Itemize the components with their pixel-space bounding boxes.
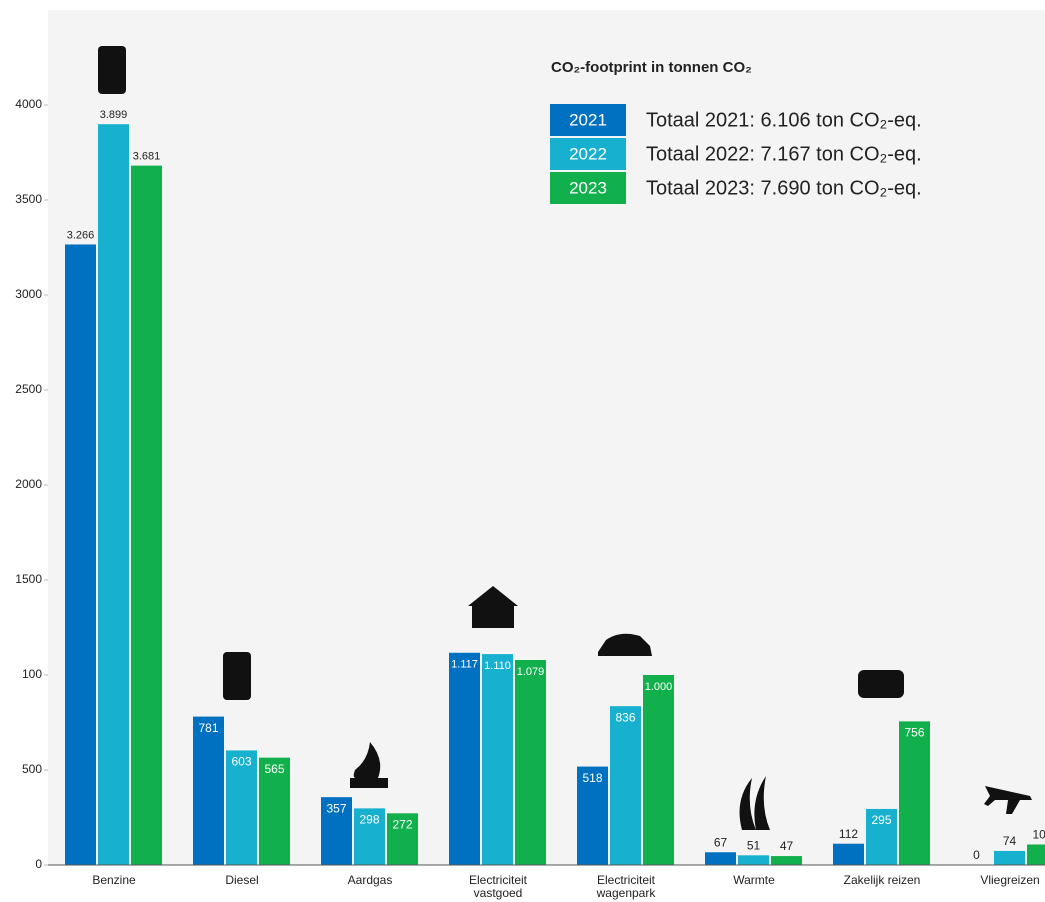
x-tick-label: Aardgas [347, 873, 393, 887]
bar [994, 850, 1025, 865]
x-tick-label: Electriciteit vastgoed [468, 873, 527, 900]
data-label: 108 [1032, 828, 1045, 842]
y-tick-label: 2500 [15, 382, 42, 396]
x-tick-label: Warmte [733, 873, 775, 887]
data-label: 67 [714, 835, 728, 849]
chart-title: CO₂-footprint in tonnen CO₂ [551, 59, 752, 76]
data-label: 756 [904, 726, 924, 740]
bar [98, 124, 129, 865]
x-tick-label: Diesel [225, 873, 259, 887]
data-label: 3.266 [67, 229, 95, 241]
y-tick-label: 4000 [15, 97, 42, 111]
legend-label: 2023 [569, 178, 607, 197]
data-label: 295 [871, 813, 891, 827]
data-label: 518 [582, 771, 602, 785]
bar [833, 843, 864, 865]
y-tick-label: 1500 [15, 572, 42, 586]
icon-house [468, 586, 518, 628]
bar [705, 852, 736, 865]
data-label: 1.117 [451, 659, 478, 671]
bar [321, 797, 352, 865]
y-tick-label: 500 [22, 762, 42, 776]
icons [98, 46, 1032, 830]
x-tick-label: Zakelijk reizen [843, 873, 921, 887]
data-label: 836 [615, 710, 635, 724]
bar [449, 652, 480, 865]
legend-swatch [550, 138, 626, 170]
legend-swatch [550, 172, 626, 204]
bar [899, 721, 930, 865]
data-label: 112 [839, 827, 858, 841]
bar [193, 716, 224, 865]
bar [259, 757, 290, 865]
legend-label: 2021 [569, 110, 607, 129]
legend-total: Totaal 2021: 6.106 ton CO₂-eq. [646, 109, 922, 131]
bar [482, 654, 513, 865]
data-label: 357 [326, 801, 346, 815]
data-label: 47 [780, 839, 794, 853]
icon-plane [984, 786, 1032, 814]
bar [65, 244, 96, 865]
legend-total: Totaal 2022: 7.167 ton CO₂-eq. [646, 143, 922, 165]
data-label: 272 [392, 817, 412, 831]
legend-label: 2022 [569, 144, 607, 163]
y-tick-label: 100 [22, 667, 42, 681]
bar [738, 855, 769, 865]
bar [577, 766, 608, 865]
bar [387, 813, 418, 865]
data-label: 3.899 [100, 109, 128, 121]
data-label: 3.681 [133, 151, 161, 163]
y-tick-label: 0 [35, 857, 42, 871]
y-tick-label: 3500 [15, 192, 42, 206]
data-label: 0 [973, 848, 980, 862]
bar [866, 808, 897, 865]
legend-swatch [550, 104, 626, 136]
bar [643, 675, 674, 865]
bar [610, 706, 641, 865]
icon-car [858, 670, 904, 698]
data-label: 565 [264, 762, 284, 776]
y-tick-label: 2000 [15, 477, 42, 491]
data-label: 1.110 [484, 660, 511, 672]
legend-total: Totaal 2023: 7.690 ton CO₂-eq. [646, 177, 922, 199]
data-label: 781 [198, 721, 218, 735]
x-tick-label: Electriciteit wagenpark [596, 873, 656, 900]
data-label: 74 [1003, 834, 1017, 848]
bar [1027, 844, 1045, 865]
bar [226, 750, 257, 865]
icon-heat [739, 776, 770, 830]
icon-fuel [98, 46, 126, 94]
icon-fuel [223, 652, 251, 700]
data-label: 603 [231, 755, 251, 769]
bar [354, 808, 385, 865]
bar [771, 856, 802, 865]
data-label: 298 [359, 813, 379, 827]
x-tick-label: Vliegreizen [980, 873, 1040, 887]
data-label: 51 [747, 838, 761, 852]
bar [131, 165, 162, 866]
x-tick-label: Benzine [92, 873, 136, 887]
data-label: 1.079 [517, 666, 545, 678]
icon-car [598, 633, 652, 656]
data-label: 1.000 [645, 681, 673, 693]
icon-flame [350, 742, 388, 788]
bar [515, 659, 546, 865]
y-tick-label: 3000 [15, 287, 42, 301]
